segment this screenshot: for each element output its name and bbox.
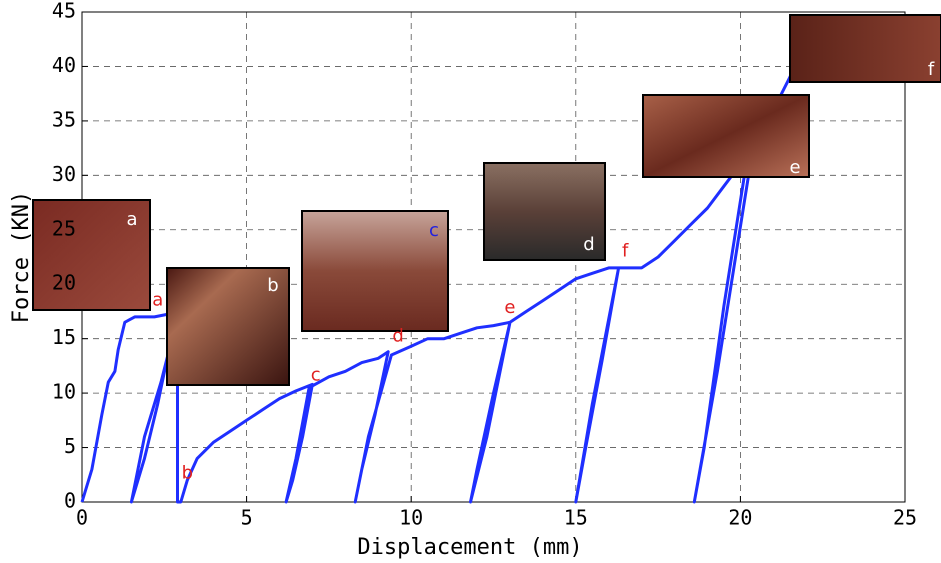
inset-photo [789, 14, 941, 83]
annotation: b [182, 463, 193, 484]
inset-label: f [928, 59, 935, 80]
annotation: a [152, 290, 163, 311]
inset-label: e [789, 157, 800, 178]
inset-photo [483, 162, 606, 261]
x-tick-label: 10 [399, 506, 423, 530]
x-tick-label: 5 [241, 506, 253, 530]
annotation: d [392, 325, 403, 346]
x-tick-label: 15 [564, 506, 588, 530]
inset-label: b [267, 275, 278, 296]
insets: a b c d e f [32, 14, 941, 386]
inset-label: c [429, 220, 439, 241]
annotation: e [504, 297, 515, 318]
inset-photo [642, 94, 810, 178]
force-curve [80, 38, 808, 504]
y-tick-label: 40 [52, 53, 76, 77]
y-tick-label: 25 [52, 216, 76, 240]
y-tick-label: 45 [52, 0, 76, 23]
y-tick-label: 15 [52, 325, 76, 349]
plot [80, 38, 808, 504]
y-tick-label: 35 [52, 107, 76, 131]
y-tick-label: 0 [64, 489, 76, 513]
inset-label: d [583, 234, 594, 255]
y-tick-label: 20 [52, 271, 76, 295]
x-tick-label: 25 [893, 506, 917, 530]
x-axis-label: Displacement (mm) [357, 535, 582, 560]
y-tick-label: 10 [52, 380, 76, 404]
inset-photo [301, 210, 449, 332]
y-axis-label: Force (KN) [9, 191, 34, 323]
x-tick-label: 20 [728, 506, 752, 530]
inset-photo [32, 199, 151, 311]
inset-label: a [126, 209, 137, 230]
annotation: c [311, 365, 321, 386]
annotation: f [622, 241, 629, 262]
inset-photo [166, 267, 290, 386]
x-tick-label: 0 [76, 506, 88, 530]
y-tick-label: 30 [52, 162, 76, 186]
y-tick-label: 5 [64, 434, 76, 458]
